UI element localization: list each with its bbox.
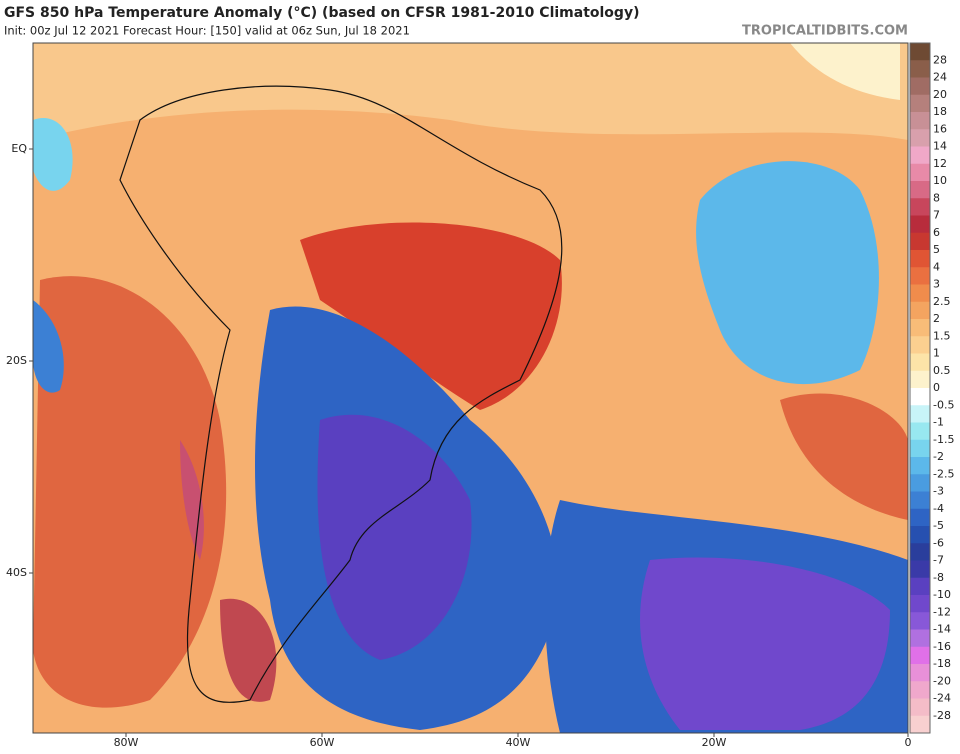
colorbar-label: 28 <box>933 53 947 66</box>
colorbar-label: -14 <box>933 623 951 636</box>
map <box>32 42 909 734</box>
colorbar-swatch <box>910 319 930 337</box>
colorbar-swatch <box>910 301 930 320</box>
colorbar-label: -0.5 <box>933 398 954 411</box>
colorbar-swatch <box>910 508 930 527</box>
colorbar-label: 0.5 <box>933 364 951 377</box>
colorbar-label: 5 <box>933 243 940 256</box>
title: GFS 850 hPa Temperature Anomaly (°C) (ba… <box>4 5 639 21</box>
colorbar-swatch <box>910 439 930 458</box>
colorbar-label: -24 <box>933 692 951 705</box>
colorbar-swatch <box>910 370 930 389</box>
colorbar-swatch <box>910 267 930 285</box>
colorbar-swatch <box>910 43 930 61</box>
colorbar-label: -12 <box>933 605 951 618</box>
colorbar-swatch <box>910 595 930 613</box>
colorbar-swatch <box>910 474 930 492</box>
colorbar-label: -1 <box>933 416 944 429</box>
lon-label: 20W <box>702 736 727 749</box>
colorbar-swatch <box>910 60 930 78</box>
lon-label: 0 <box>905 736 912 749</box>
colorbar-swatch <box>910 526 930 544</box>
colorbar-swatch <box>910 629 930 648</box>
colorbar-swatch <box>910 612 930 630</box>
colorbar-label: -20 <box>933 674 951 687</box>
watermark: TROPICALTIDBITS.COM <box>742 24 908 39</box>
colorbar-label: 16 <box>933 122 947 135</box>
colorbar-label: -28 <box>933 709 951 722</box>
colorbar-swatch <box>910 198 930 216</box>
colorbar-swatch <box>910 681 930 699</box>
colorbar-label: -2.5 <box>933 467 954 480</box>
colorbar-swatch <box>910 457 930 475</box>
colorbar-swatch <box>910 146 930 165</box>
colorbar-swatch <box>910 284 930 303</box>
colorbar-swatch <box>910 646 930 665</box>
colorbar-label: 2 <box>933 312 940 325</box>
lat-label: EQ <box>11 142 27 155</box>
axes: EQ 20S 40S 80W 60W 40W 20W 0 <box>6 142 911 749</box>
colorbar-label: 4 <box>933 260 940 273</box>
colorbar-label: 0 <box>933 381 940 394</box>
colorbar-label: -16 <box>933 640 951 653</box>
colorbar: 28 24 20 18 16 14 12 10 8 7 6 5 4 3 2.5 2 1.5 1 0.5 0 -0.5 -1… <box>909 42 954 734</box>
colorbar-label: 18 <box>933 105 947 118</box>
lon-label: 80W <box>114 736 139 749</box>
colorbar-label: -5 <box>933 519 944 532</box>
colorbar-swatch <box>910 388 930 406</box>
colorbar-label: -18 <box>933 657 951 670</box>
colorbar-label: 10 <box>933 174 947 187</box>
colorbar-label: 20 <box>933 88 947 101</box>
colorbar-frame <box>909 42 931 734</box>
colorbar-swatch <box>910 698 930 717</box>
colorbar-label: 14 <box>933 140 947 153</box>
colorbar-label: -8 <box>933 571 944 584</box>
colorbar-label: -7 <box>933 554 944 567</box>
colorbar-label: 8 <box>933 191 940 204</box>
colorbar-label: 3 <box>933 278 940 291</box>
colorbar-swatch <box>910 422 930 441</box>
colorbar-label: 1 <box>933 347 940 360</box>
colorbar-label: -4 <box>933 502 944 515</box>
colorbar-swatch <box>910 215 930 234</box>
subtitle: Init: 00z Jul 12 2021 Forecast Hour: [15… <box>4 24 410 38</box>
colorbar-swatch <box>910 405 930 423</box>
colorbar-swatch <box>910 94 930 113</box>
colorbar-swatch <box>910 336 930 354</box>
lon-label: 40W <box>506 736 531 749</box>
colorbar-label: -3 <box>933 485 944 498</box>
lon-label: 60W <box>310 736 335 749</box>
colorbar-swatch <box>910 232 930 251</box>
colorbar-swatch <box>910 112 930 130</box>
colorbar-swatch <box>910 129 930 147</box>
colorbar-label: 12 <box>933 157 947 170</box>
colorbar-label: -10 <box>933 588 951 601</box>
colorbar-label: 7 <box>933 209 940 222</box>
colorbar-swatch <box>910 491 930 510</box>
colorbar-swatch <box>910 163 930 182</box>
colorbar-swatch <box>910 560 930 579</box>
colorbar-swatch <box>910 543 930 561</box>
lat-label: 20S <box>6 354 27 367</box>
colorbar-label: 1.5 <box>933 329 951 342</box>
colorbar-label: 24 <box>933 71 947 84</box>
colorbar-swatch <box>910 353 930 372</box>
lat-label: 40S <box>6 566 27 579</box>
colorbar-label: -2 <box>933 450 944 463</box>
colorbar-swatch <box>910 77 930 96</box>
colorbar-swatch <box>910 664 930 682</box>
colorbar-swatch <box>910 181 930 199</box>
colorbar-swatch <box>910 715 930 734</box>
colorbar-label: 2.5 <box>933 295 951 308</box>
colorbar-swatch <box>910 250 930 268</box>
colorbar-swatch <box>910 577 930 596</box>
colorbar-label: -6 <box>933 536 944 549</box>
colorbar-label: 6 <box>933 226 940 239</box>
colorbar-label: -1.5 <box>933 433 954 446</box>
